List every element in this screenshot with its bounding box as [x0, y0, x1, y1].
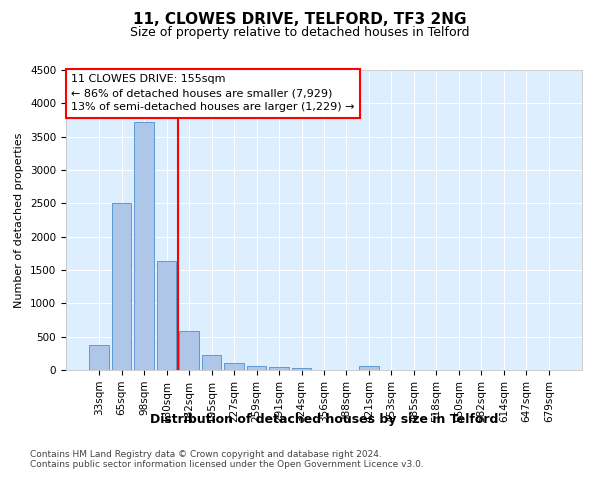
Bar	[89, 346, 109, 370]
Bar	[179, 332, 199, 370]
Bar	[112, 204, 131, 370]
Bar	[247, 366, 266, 370]
Text: Size of property relative to detached houses in Telford: Size of property relative to detached ho…	[130, 26, 470, 39]
Text: 11, CLOWES DRIVE, TELFORD, TF3 2NG: 11, CLOWES DRIVE, TELFORD, TF3 2NG	[133, 12, 467, 28]
Bar	[157, 262, 176, 370]
Bar	[202, 354, 221, 370]
Text: 11 CLOWES DRIVE: 155sqm
← 86% of detached houses are smaller (7,929)
13% of semi: 11 CLOWES DRIVE: 155sqm ← 86% of detache…	[71, 74, 355, 112]
Text: Contains HM Land Registry data © Crown copyright and database right 2024.
Contai: Contains HM Land Registry data © Crown c…	[30, 450, 424, 469]
Bar	[134, 122, 154, 370]
Bar	[359, 366, 379, 370]
Bar	[292, 368, 311, 370]
Bar	[269, 367, 289, 370]
Bar	[224, 362, 244, 370]
Text: Distribution of detached houses by size in Telford: Distribution of detached houses by size …	[150, 412, 498, 426]
Y-axis label: Number of detached properties: Number of detached properties	[14, 132, 25, 308]
